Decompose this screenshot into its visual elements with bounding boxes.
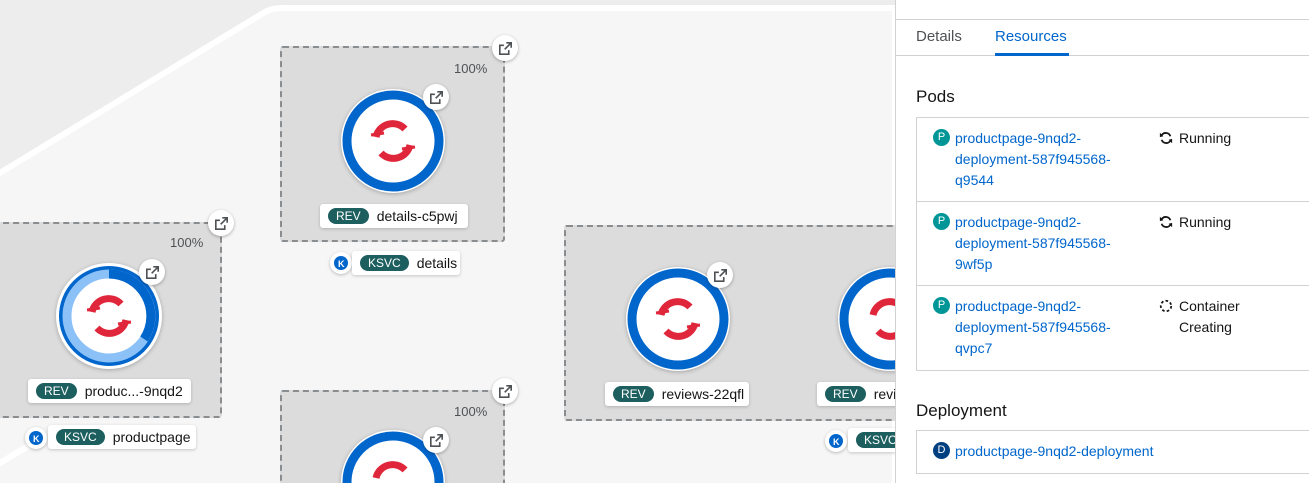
service-name: details xyxy=(416,255,458,271)
panel-tabs: Details Resources xyxy=(896,20,1309,56)
external-link-icon[interactable] xyxy=(423,84,449,110)
service-label[interactable]: KSVC xyxy=(848,428,895,452)
revision-label[interactable]: REV details-c5pwj xyxy=(320,204,468,228)
list-item: D productpage-9nqd2-deployment xyxy=(917,431,1309,473)
svg-text:K: K xyxy=(33,434,40,444)
ksvc-badge: KSVC xyxy=(360,255,409,271)
rev-badge: REV xyxy=(613,386,654,402)
rev-badge: REV xyxy=(328,208,369,224)
service-label[interactable]: KSVC productpage xyxy=(48,425,196,449)
revision-node-reviews-2[interactable] xyxy=(838,267,895,371)
revision-name: details-c5pwj xyxy=(376,208,458,224)
sync-icon xyxy=(1159,216,1173,228)
pod-icon: P xyxy=(933,213,950,230)
in-progress-icon xyxy=(1159,299,1173,313)
traffic-percentage: 100% xyxy=(170,235,204,250)
revision-label[interactable]: REV reviews-22qfl xyxy=(605,382,749,406)
revision-label[interactable]: REV revi xyxy=(817,382,895,406)
deployment-section-title: Deployment xyxy=(916,401,1007,420)
pod-status: Container Creating xyxy=(1159,296,1240,338)
list-item: P productpage-9nqd2- deployment-587f9455… xyxy=(917,118,1309,202)
revision-name: reviews-22qfl xyxy=(661,386,745,402)
list-item: P productpage-9nqd2- deployment-587f9455… xyxy=(917,202,1309,286)
knative-service-icon: K xyxy=(825,430,847,452)
external-link-icon[interactable] xyxy=(492,378,518,404)
svg-text:K: K xyxy=(338,259,345,269)
service-label[interactable]: KSVC details xyxy=(352,251,460,275)
revision-name: produc...-9nqd2 xyxy=(84,383,183,399)
revision-node-bottom[interactable] xyxy=(341,430,445,483)
knative-service-icon: K xyxy=(330,252,352,274)
revision-label[interactable]: REV produc...-9nqd2 xyxy=(28,379,191,403)
traffic-percentage: 100% xyxy=(454,404,488,419)
pod-link[interactable]: productpage-9nqd2- deployment-587f945568… xyxy=(955,130,1111,188)
pod-icon: P xyxy=(933,129,950,146)
deployment-link[interactable]: productpage-9nqd2-deployment xyxy=(955,443,1154,459)
svg-text:K: K xyxy=(833,437,840,447)
sync-icon xyxy=(1159,132,1173,144)
tab-details[interactable]: Details xyxy=(916,28,962,45)
side-panel: Details Resources Pods P productpage-9nq… xyxy=(895,0,1309,483)
ksvc-badge: KSVC xyxy=(856,432,895,448)
external-link-icon[interactable] xyxy=(492,35,518,61)
pods-section-title: Pods xyxy=(916,87,955,106)
pod-link[interactable]: productpage-9nqd2- deployment-587f945568… xyxy=(955,298,1111,356)
external-link-icon[interactable] xyxy=(423,427,449,453)
rev-badge: REV xyxy=(36,383,77,399)
traffic-percentage: 100% xyxy=(454,61,488,76)
external-link-icon[interactable] xyxy=(139,259,165,285)
pod-link[interactable]: productpage-9nqd2- deployment-587f945568… xyxy=(955,214,1111,272)
tab-resources[interactable]: Resources xyxy=(995,28,1067,45)
service-name: productpage xyxy=(112,429,191,445)
knative-service-icon: K xyxy=(25,427,47,449)
rev-badge: REV xyxy=(825,386,866,402)
revision-node-details[interactable] xyxy=(341,89,445,193)
pod-status: Running xyxy=(1159,212,1231,233)
revision-name: revi xyxy=(873,386,895,402)
panel-divider xyxy=(896,19,1309,20)
external-link-icon[interactable] xyxy=(208,210,234,236)
topology-canvas[interactable]: 100% REV details-c5pwj K KSVC details 10… xyxy=(0,0,895,483)
list-item: P productpage-9nqd2- deployment-587f9455… xyxy=(917,286,1309,370)
ksvc-badge: KSVC xyxy=(56,429,105,445)
pod-icon: P xyxy=(933,297,950,314)
pods-list: P productpage-9nqd2- deployment-587f9455… xyxy=(916,117,1309,371)
external-link-icon[interactable] xyxy=(707,262,733,288)
revision-node-productpage[interactable] xyxy=(56,263,162,369)
active-tab-indicator xyxy=(995,53,1069,56)
pod-status: Running xyxy=(1159,128,1231,149)
deployment-list: D productpage-9nqd2-deployment xyxy=(916,430,1309,474)
deployment-icon: D xyxy=(933,442,950,459)
